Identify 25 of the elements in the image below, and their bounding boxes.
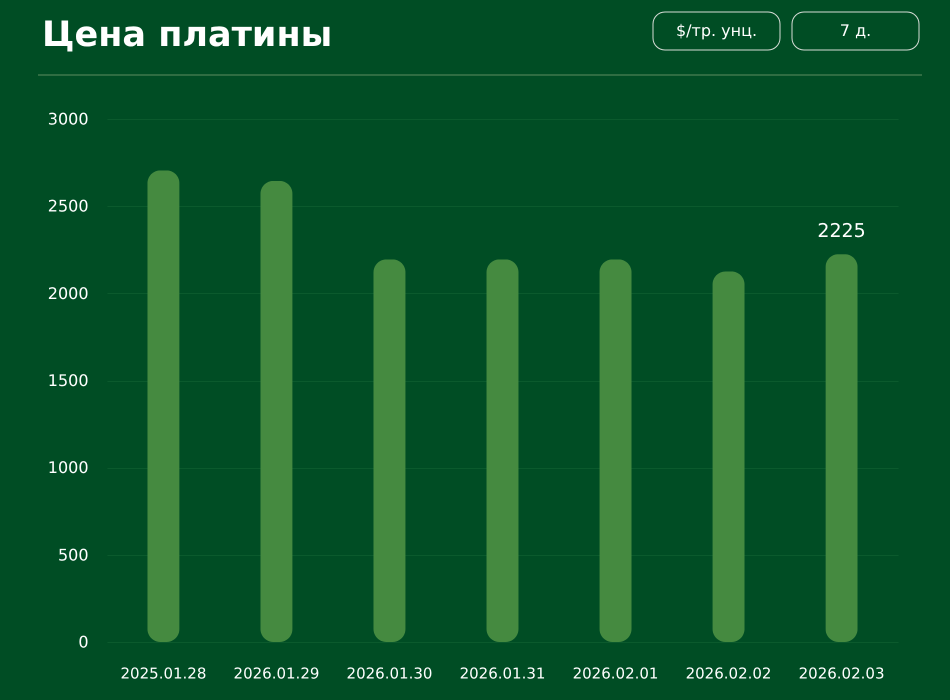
- bar: [826, 254, 858, 642]
- x-tick-label: 2026.01.31: [460, 664, 546, 682]
- y-tick-label: 3000: [48, 110, 88, 128]
- x-tick-label: 2026.01.29: [234, 664, 320, 682]
- y-tick-label: 2500: [48, 196, 88, 216]
- x-tick-label: 2025.01.28: [120, 664, 206, 682]
- y-tick-label: 1500: [48, 371, 88, 390]
- x-tick-label: 2026.01.30: [346, 664, 432, 682]
- bar: [147, 170, 180, 642]
- chart-title: Цена платины: [42, 15, 332, 55]
- x-tick-label: 2026.02.01: [572, 664, 658, 682]
- y-tick-label: 0: [78, 632, 88, 652]
- bar: [373, 259, 406, 642]
- bar: [712, 272, 745, 642]
- bar: [260, 180, 292, 642]
- bar: [600, 259, 632, 642]
- text: 7 д.: [840, 21, 872, 40]
- x-tick-label: 2026.02.03: [798, 664, 884, 682]
- x-tick-label: 2026.02.02: [686, 664, 772, 682]
- bar: [486, 259, 518, 642]
- y-tick-label: 2000: [48, 284, 88, 303]
- y-tick-label: 500: [58, 545, 88, 564]
- text: $/тр. унц.: [676, 21, 758, 40]
- data-label: 2225: [817, 220, 866, 242]
- y-tick-label: 1000: [48, 458, 88, 478]
